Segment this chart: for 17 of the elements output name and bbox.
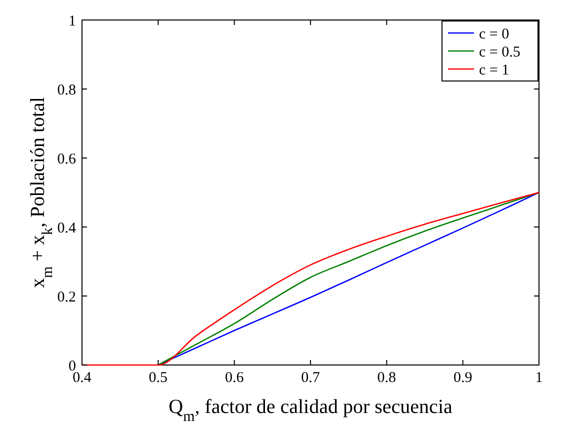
line-series bbox=[158, 192, 540, 366]
y-tick-label: 1 bbox=[68, 13, 76, 30]
legend-label: c = 1 bbox=[479, 62, 510, 78]
legend-label: c = 0 bbox=[479, 26, 510, 42]
legend-label: c = 0.5 bbox=[479, 44, 520, 60]
x-tick-label: 0.9 bbox=[453, 370, 472, 386]
x-tick-label: 1 bbox=[535, 370, 543, 386]
y-tick-label: 0.2 bbox=[57, 289, 76, 306]
x-tick-label: 0.8 bbox=[377, 370, 396, 386]
y-tick-label: 0.8 bbox=[57, 82, 76, 98]
y-tick-label: 0.4 bbox=[57, 220, 76, 236]
x-axis-title: Q$_{m}$, factor de calidad por secuencia bbox=[168, 396, 452, 425]
line-series bbox=[81, 192, 540, 366]
x-tick-label: 0.5 bbox=[148, 370, 168, 386]
x-tick-label: 0.7 bbox=[301, 370, 320, 386]
x-tick-label: 0.6 bbox=[224, 370, 244, 386]
y-tick-label: 0.6 bbox=[57, 151, 76, 168]
